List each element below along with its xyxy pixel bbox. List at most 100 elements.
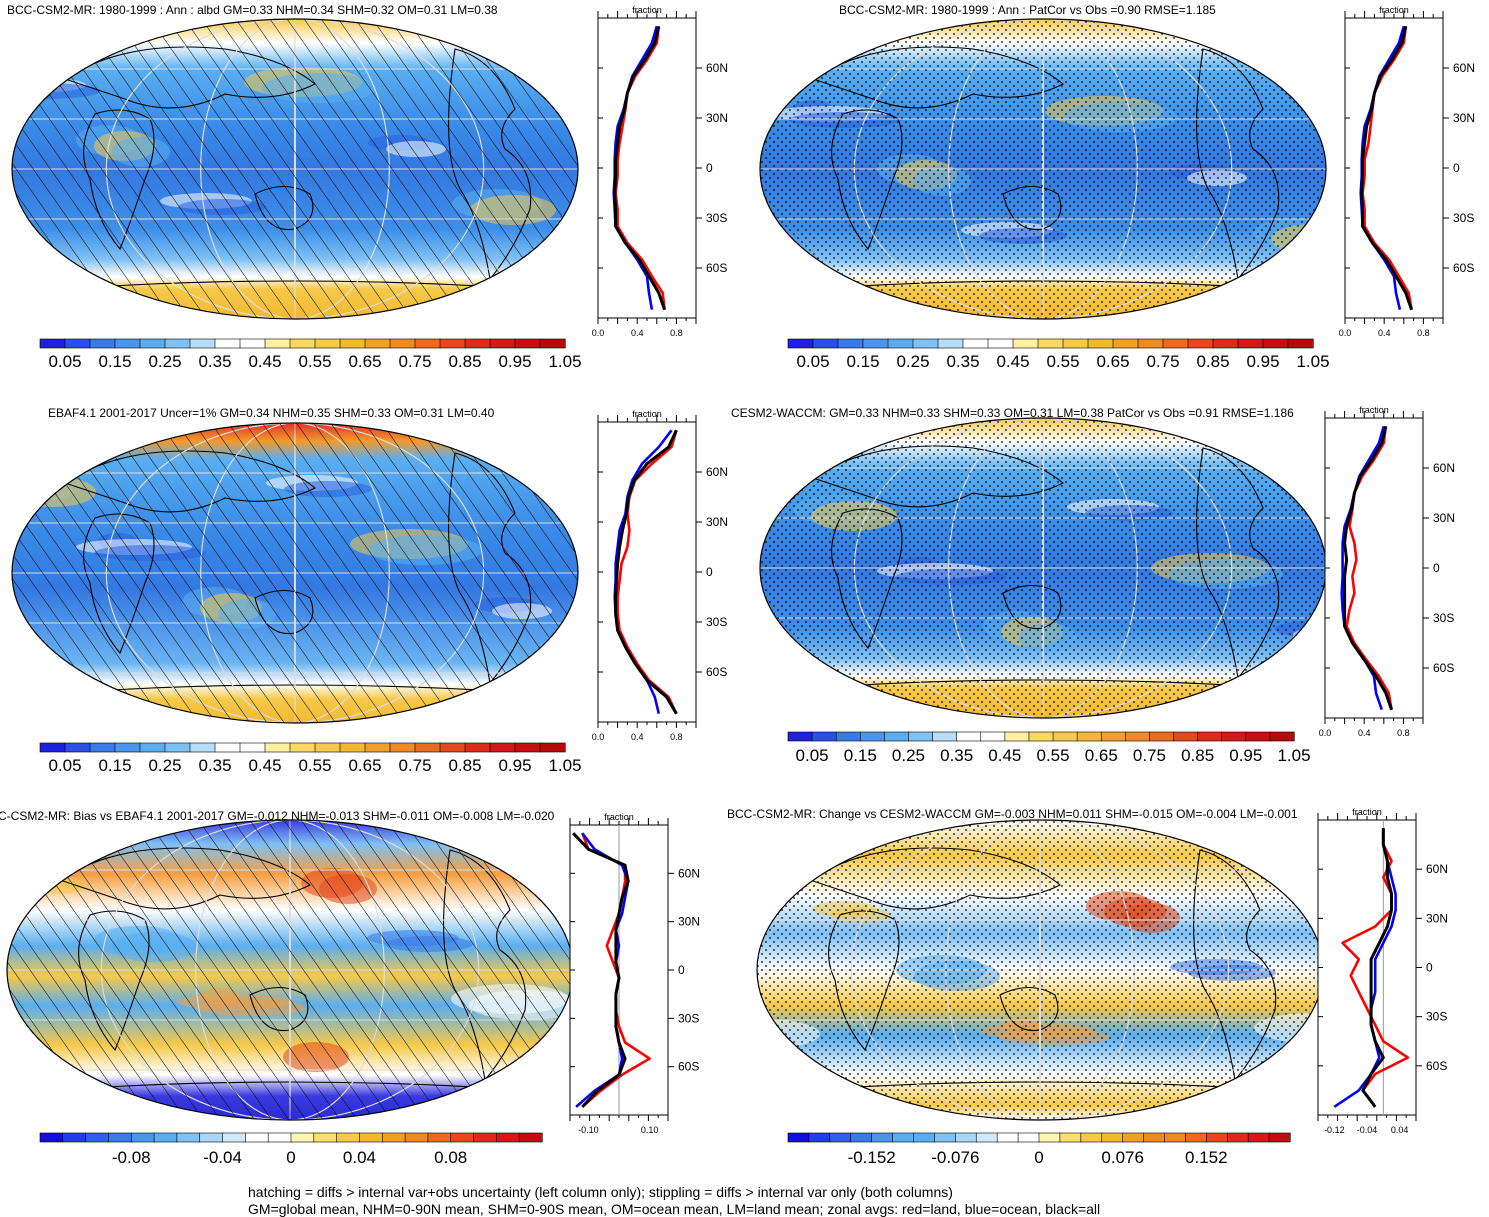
profile-lat-label: 60S <box>706 261 727 275</box>
profile-lat-label: 30N <box>1426 911 1448 925</box>
colorbar-box <box>1112 338 1139 349</box>
colorbar-label: 0.25 <box>148 352 181 371</box>
colorbar-label: 0.25 <box>896 352 929 371</box>
map-border <box>11 422 579 724</box>
profile-lat-label: 30N <box>706 111 728 125</box>
panel-title: C-CSM2-MR: Bias vs EBAF4.1 2001-2017 GM=… <box>0 809 555 823</box>
colorbar-box <box>214 338 241 349</box>
colorbar-box <box>130 1132 155 1143</box>
zonal-profile: fraction 60N 30N 0 30S 60S -0.10 0.10 <box>569 812 700 1135</box>
panel-1: BCC-CSM2-MR: 1980-1999 : Ann : albd GM=0… <box>0 0 745 390</box>
colorbar-box <box>1017 1132 1040 1143</box>
colorbar-box <box>39 742 66 753</box>
map-border <box>759 18 1327 320</box>
colorbar-label: 0.85 <box>448 756 481 775</box>
colorbar-box <box>314 742 341 753</box>
colorbar-box <box>884 731 910 742</box>
colorbar-label: 0.15 <box>98 352 131 371</box>
profile-lat-label: 0 <box>1433 561 1440 575</box>
colorbar-box <box>808 1132 831 1143</box>
colorbar-box <box>189 338 216 349</box>
profile-line-all <box>1343 425 1394 711</box>
profile-x-tick-label: -0.12 <box>1324 1125 1345 1135</box>
colorbar-label: 0.08 <box>434 1148 467 1167</box>
colorbar: -0.152 -0.076 0 0.076 0.152 <box>787 1132 1291 1167</box>
colorbar: 0.05 0.15 0.25 0.35 0.45 0.55 0.65 0.75 0.85 0.95… <box>39 742 582 775</box>
profile-lat-label: 60S <box>706 665 727 679</box>
panel-title: BCC-CSM2-MR: 1980-1999 : Ann : PatCor vs… <box>839 3 1216 17</box>
colorbar-box <box>359 1132 383 1143</box>
colorbar-label: -0.152 <box>848 1148 896 1167</box>
colorbar-box <box>932 731 958 742</box>
colorbar-box <box>336 1132 361 1143</box>
colorbar-box <box>1269 731 1295 742</box>
profile-lat-label: 60S <box>1426 1059 1447 1073</box>
profile-lat-label: 30S <box>678 1011 699 1025</box>
colorbar-box <box>364 742 391 753</box>
hatch-overlay <box>12 423 578 723</box>
colorbar-box <box>289 742 316 753</box>
colorbar-box <box>414 338 441 349</box>
colorbar-box <box>1059 1132 1082 1143</box>
colorbar-box <box>955 1132 977 1143</box>
profile-x-tick-label: 0.8 <box>670 328 683 338</box>
panel-4: CESM2-WACCM: GM=0.33 NHM=0.33 SHM=0.33 O… <box>731 400 1489 790</box>
colorbar-box <box>1137 338 1164 349</box>
colorbar-label: 0.05 <box>48 756 81 775</box>
zonal-profile: fraction 60N 30N 0 30S 60S 0.0 0.4 0.8 <box>1319 405 1455 738</box>
colorbar-label: 0.55 <box>298 756 331 775</box>
colorbar-box <box>1028 731 1054 742</box>
colorbar-box <box>1100 731 1126 742</box>
colorbar-label: 0.15 <box>98 756 131 775</box>
profile-axis-label: fraction <box>1379 5 1409 15</box>
colorbar-box <box>812 338 839 349</box>
colorbar-box <box>1212 338 1239 349</box>
colorbar-box <box>1226 1132 1249 1143</box>
map-blob <box>12 71 32 87</box>
colorbar-box <box>239 338 266 349</box>
panel-5: C-CSM2-MR: Bias vs EBAF4.1 2001-2017 GM=… <box>0 805 745 1155</box>
colorbar-label: -0.04 <box>203 1148 242 1167</box>
colorbar-label: 0.95 <box>1229 746 1262 765</box>
panel-title: CESM2-WACCM: GM=0.33 NHM=0.33 SHM=0.33 O… <box>731 406 1294 420</box>
profile-x-tick-label: -0.10 <box>578 1125 599 1135</box>
profile-line-land <box>1341 828 1410 1108</box>
colorbar-label: 0.04 <box>343 1148 376 1167</box>
profile-line-all <box>1360 25 1414 311</box>
colorbar-box <box>1247 1132 1270 1143</box>
colorbar-box <box>89 742 116 753</box>
colorbar-box <box>1185 1132 1207 1143</box>
colorbar-box <box>1125 731 1151 742</box>
colorbar-box <box>414 742 441 753</box>
colorbar-box <box>1162 338 1189 349</box>
colorbar-box <box>956 731 982 742</box>
colorbar-box <box>245 1132 269 1143</box>
colorbar-label: 0.85 <box>448 352 481 371</box>
colorbar-box <box>114 338 141 349</box>
colorbar: 0.05 0.15 0.25 0.35 0.45 0.55 0.65 0.75 0.85 0.95… <box>787 731 1311 765</box>
profile-lat-label: 30N <box>1453 111 1475 125</box>
colorbar-box <box>164 742 191 753</box>
colorbar-box <box>787 1132 810 1143</box>
profile-lat-label: 60N <box>706 465 728 479</box>
profile-line-land <box>614 26 666 310</box>
colorbar-label: 0.75 <box>398 756 431 775</box>
zonal-profile: fraction 60N 30N 0 30S 60S 0.0 0.4 0.8 <box>1339 5 1475 338</box>
colorbar-box <box>364 338 391 349</box>
colorbar-box <box>176 1132 201 1143</box>
stipple-overlay <box>760 19 1326 319</box>
colorbar-label: 0.75 <box>398 352 431 371</box>
profile-x-tick-label: 0.8 <box>1417 328 1430 338</box>
colorbar-box <box>975 1132 998 1143</box>
colorbar-box <box>913 1132 936 1143</box>
colorbar-box <box>1037 338 1064 349</box>
colorbar-box <box>389 338 416 349</box>
profile-lat-label: 60N <box>1453 61 1475 75</box>
colorbar-box <box>339 338 366 349</box>
colorbar-label: 0.35 <box>946 352 979 371</box>
colorbar-box <box>108 1132 132 1143</box>
colorbar-box <box>114 742 141 753</box>
colorbar-box <box>1197 731 1223 742</box>
